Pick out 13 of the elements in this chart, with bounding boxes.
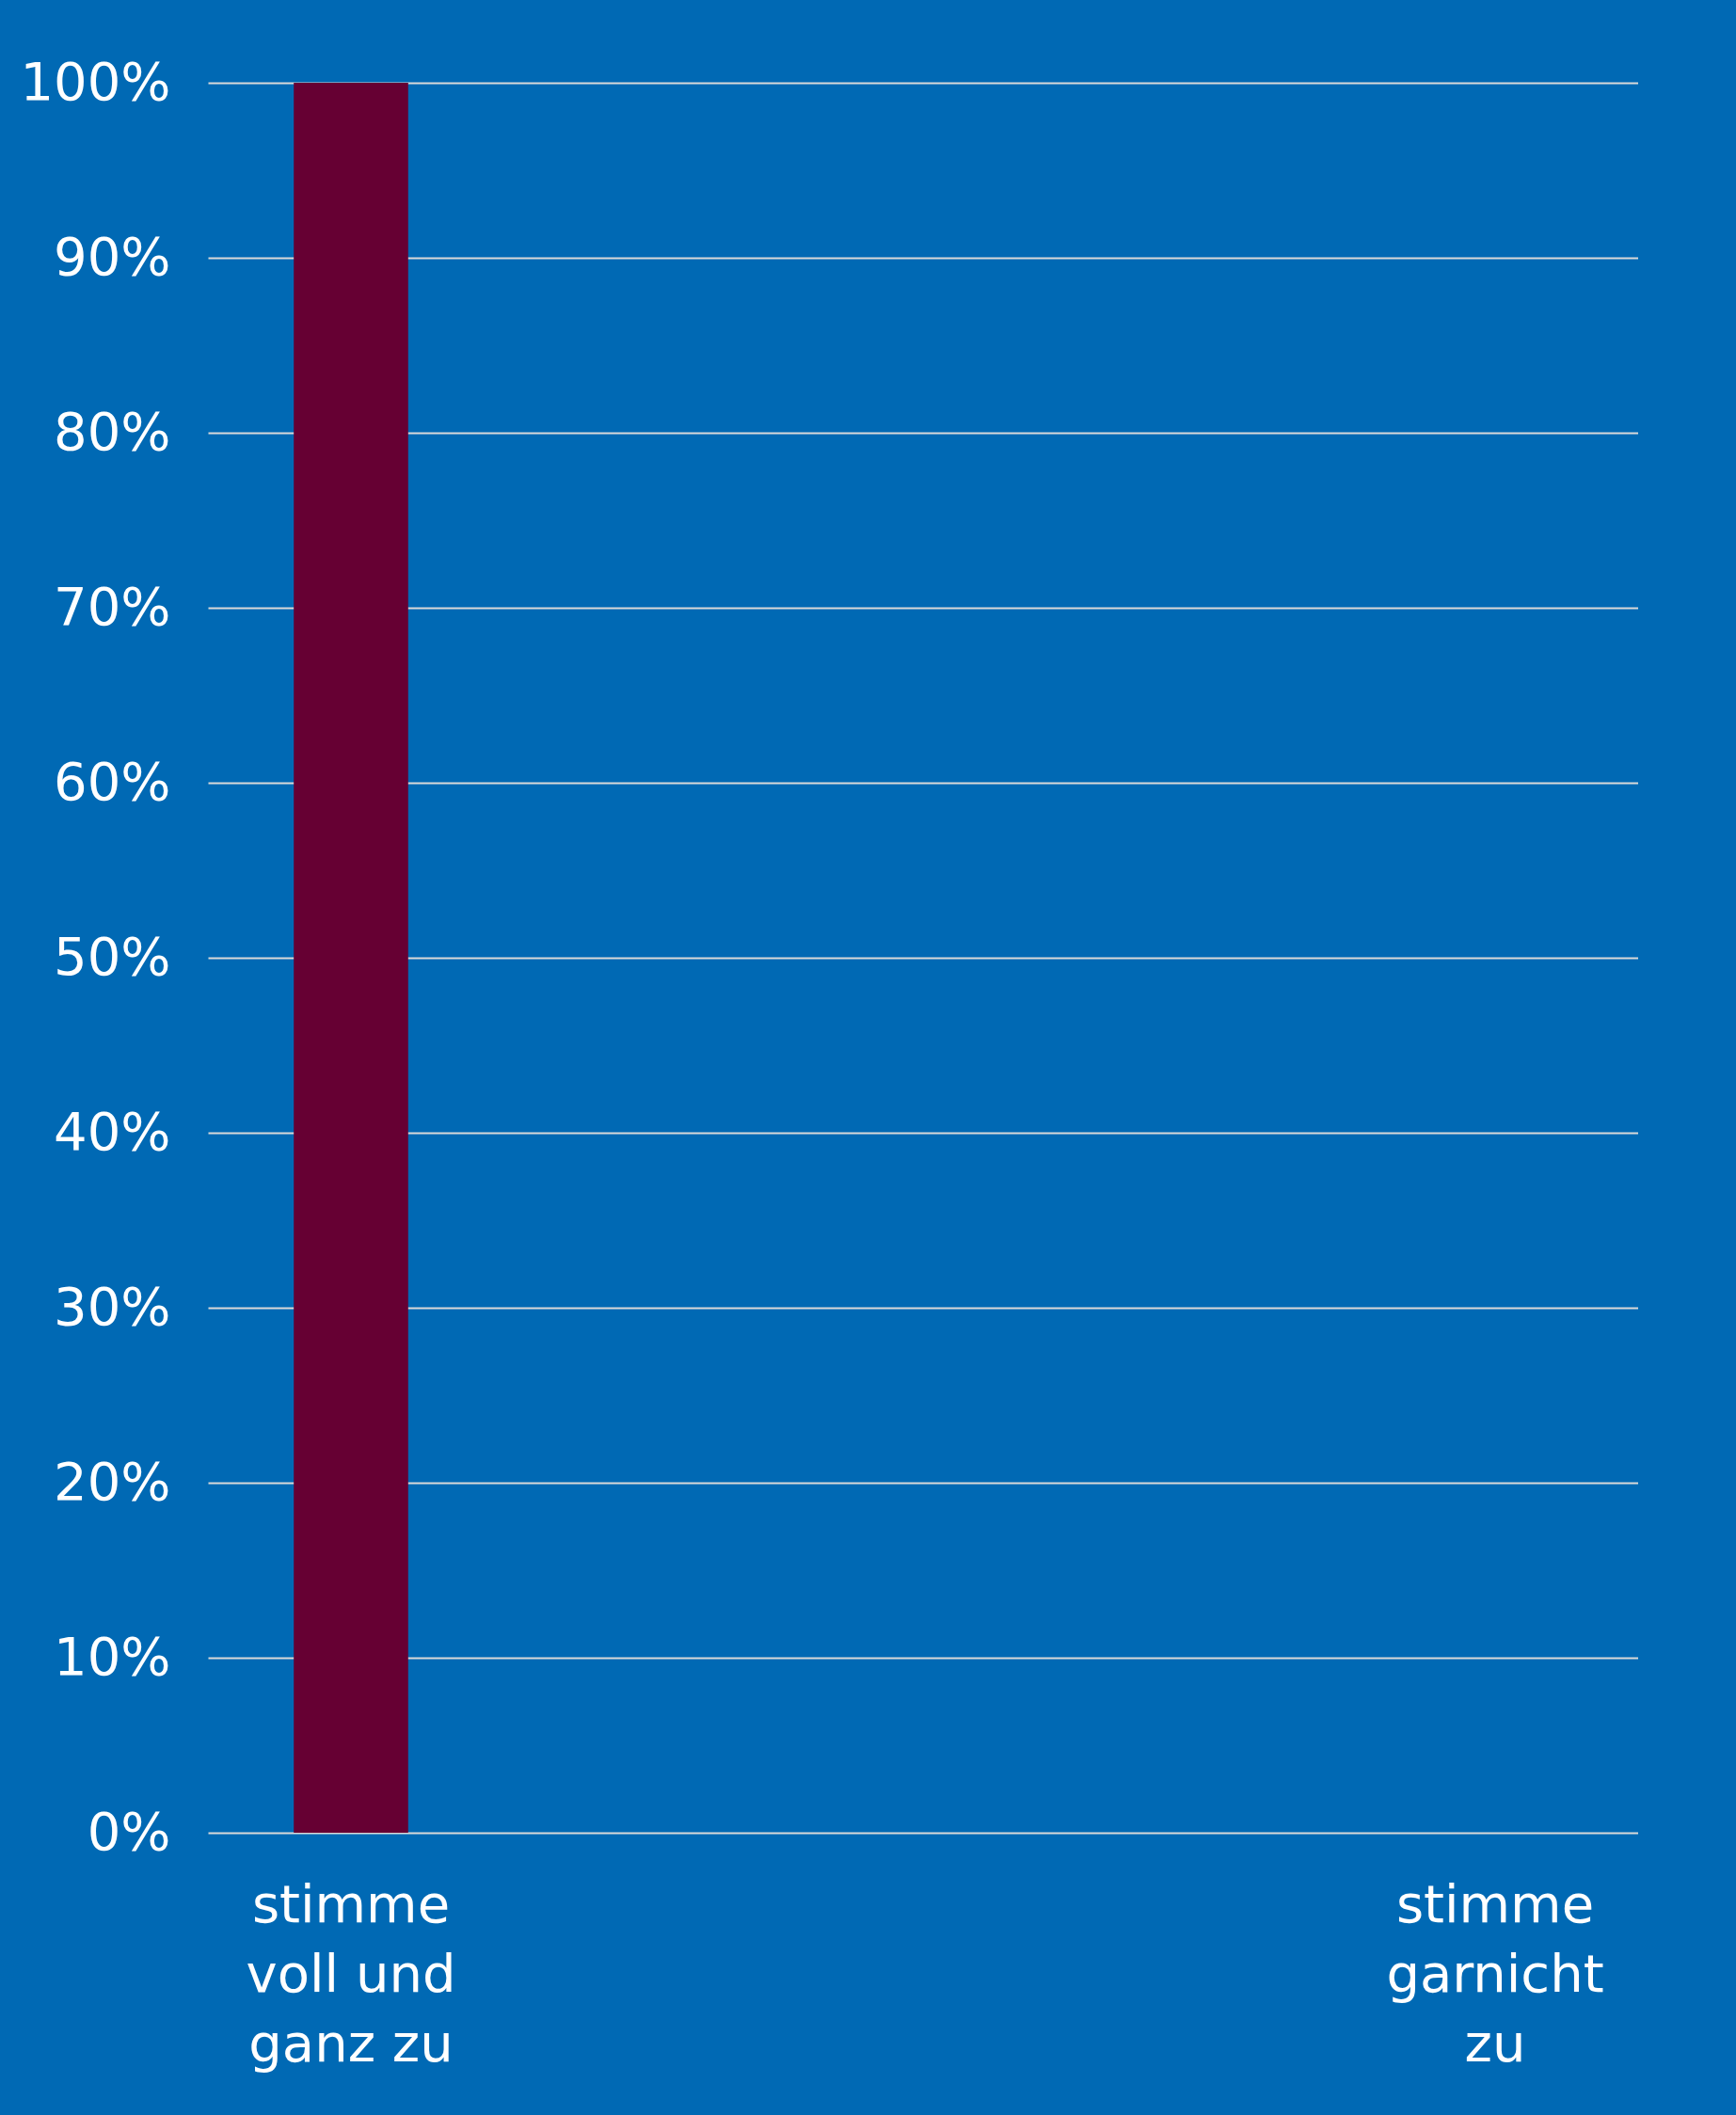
y-tick-label: 40% [54,1100,171,1162]
y-tick-label: 10% [54,1625,171,1687]
y-tick-label: 30% [54,1275,171,1337]
y-tick-label: 80% [54,400,171,462]
y-tick-label: 50% [54,925,171,987]
y-tick-label: 100% [20,50,171,112]
x-tick-label: stimme voll und ganz zu [246,1872,456,2074]
y-tick-label: 90% [54,225,171,287]
y-tick-label: 60% [54,750,171,812]
y-tick-label: 70% [54,575,171,637]
x-tick-label: stimme garnicht zu [1386,1872,1604,2074]
y-tick-label: 20% [54,1450,171,1512]
y-tick-label: 0% [87,1800,171,1862]
